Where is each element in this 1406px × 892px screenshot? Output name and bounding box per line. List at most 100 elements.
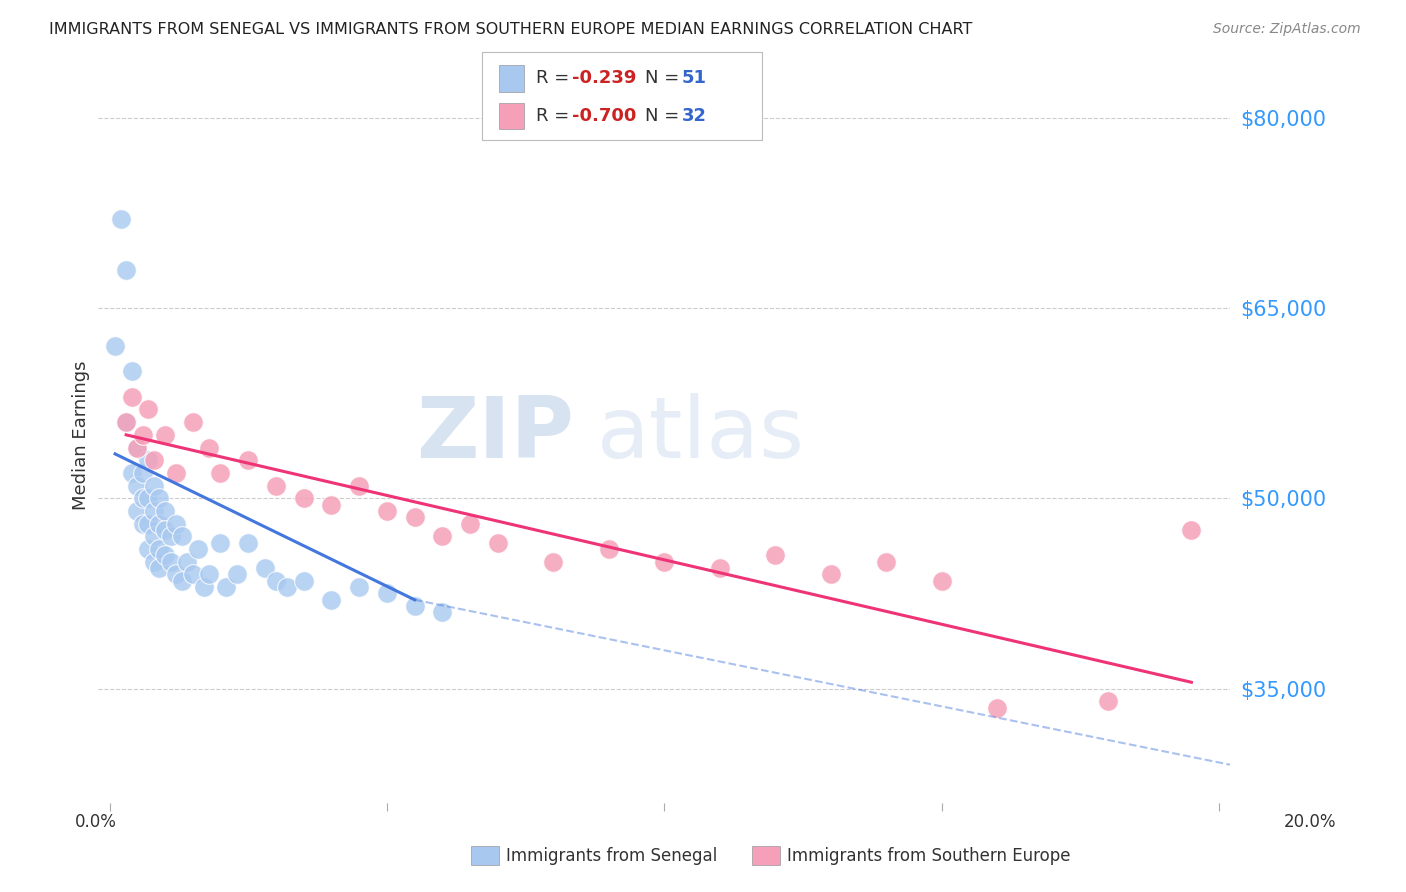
Point <box>986 700 1008 714</box>
Point <box>375 504 398 518</box>
Point <box>170 529 193 543</box>
Point <box>264 478 287 492</box>
Point <box>198 567 221 582</box>
Text: 0.0%: 0.0% <box>75 813 117 830</box>
Text: N =: N = <box>645 107 685 125</box>
Point <box>931 574 953 588</box>
Point <box>148 542 170 557</box>
Point <box>153 523 176 537</box>
Point <box>875 555 897 569</box>
Text: IMMIGRANTS FROM SENEGAL VS IMMIGRANTS FROM SOUTHERN EUROPE MEDIAN EARNINGS CORRE: IMMIGRANTS FROM SENEGAL VS IMMIGRANTS FR… <box>49 22 973 37</box>
Point <box>193 580 215 594</box>
Point <box>321 592 343 607</box>
Point <box>292 574 315 588</box>
Point <box>148 516 170 531</box>
Point <box>159 555 181 569</box>
Point <box>148 491 170 506</box>
Point <box>153 428 176 442</box>
Point <box>321 498 343 512</box>
Point <box>110 212 132 227</box>
Point <box>121 390 143 404</box>
Point <box>148 561 170 575</box>
Point <box>215 580 238 594</box>
Point <box>276 580 298 594</box>
Point <box>132 428 155 442</box>
Point <box>115 263 138 277</box>
Point <box>159 529 181 543</box>
Point <box>165 567 187 582</box>
Text: N =: N = <box>645 70 685 87</box>
Point <box>153 549 176 563</box>
Point <box>181 567 204 582</box>
Point <box>253 561 276 575</box>
Point <box>115 415 138 429</box>
Text: R =: R = <box>536 107 575 125</box>
Point <box>404 599 426 614</box>
Point <box>709 561 731 575</box>
Point <box>432 529 454 543</box>
Point <box>187 542 209 557</box>
Point <box>138 491 160 506</box>
Point <box>209 535 232 549</box>
Point <box>142 555 165 569</box>
Point <box>458 516 481 531</box>
Point <box>652 555 675 569</box>
Point <box>226 567 249 582</box>
Point <box>238 453 260 467</box>
Text: Source: ZipAtlas.com: Source: ZipAtlas.com <box>1213 22 1361 37</box>
Point <box>132 516 155 531</box>
Point <box>432 606 454 620</box>
Point <box>121 466 143 480</box>
Point <box>138 516 160 531</box>
Point <box>486 535 509 549</box>
Text: -0.700: -0.700 <box>572 107 637 125</box>
Point <box>181 415 204 429</box>
Point <box>820 567 842 582</box>
Point <box>127 504 149 518</box>
Point <box>1097 694 1119 708</box>
Point <box>132 491 155 506</box>
Point <box>347 478 370 492</box>
Point <box>165 516 187 531</box>
Point <box>153 504 176 518</box>
Text: atlas: atlas <box>596 393 804 476</box>
Point <box>142 453 165 467</box>
Point <box>170 574 193 588</box>
Point <box>138 542 160 557</box>
Point <box>238 535 260 549</box>
Point <box>598 542 620 557</box>
Text: 32: 32 <box>682 107 707 125</box>
Point <box>121 364 143 378</box>
Text: Immigrants from Senegal: Immigrants from Senegal <box>506 847 717 865</box>
Point <box>115 415 138 429</box>
Point <box>138 402 160 417</box>
Point <box>138 453 160 467</box>
Point <box>142 529 165 543</box>
Point <box>176 555 198 569</box>
Point <box>127 441 149 455</box>
Text: 51: 51 <box>682 70 707 87</box>
Point <box>1180 523 1202 537</box>
Point <box>165 466 187 480</box>
Point <box>763 549 786 563</box>
Y-axis label: Median Earnings: Median Earnings <box>72 360 90 509</box>
Point <box>132 466 155 480</box>
Point <box>142 504 165 518</box>
Point <box>127 478 149 492</box>
Point <box>209 466 232 480</box>
Text: ZIP: ZIP <box>416 393 574 476</box>
Point <box>292 491 315 506</box>
Point <box>375 586 398 600</box>
Point <box>127 441 149 455</box>
Point <box>347 580 370 594</box>
Point <box>404 510 426 524</box>
Text: Immigrants from Southern Europe: Immigrants from Southern Europe <box>787 847 1071 865</box>
Point <box>543 555 565 569</box>
Point <box>104 339 127 353</box>
Point <box>198 441 221 455</box>
Point <box>264 574 287 588</box>
Point <box>142 478 165 492</box>
Text: -0.239: -0.239 <box>572 70 637 87</box>
Text: 20.0%: 20.0% <box>1284 813 1337 830</box>
Text: R =: R = <box>536 70 575 87</box>
